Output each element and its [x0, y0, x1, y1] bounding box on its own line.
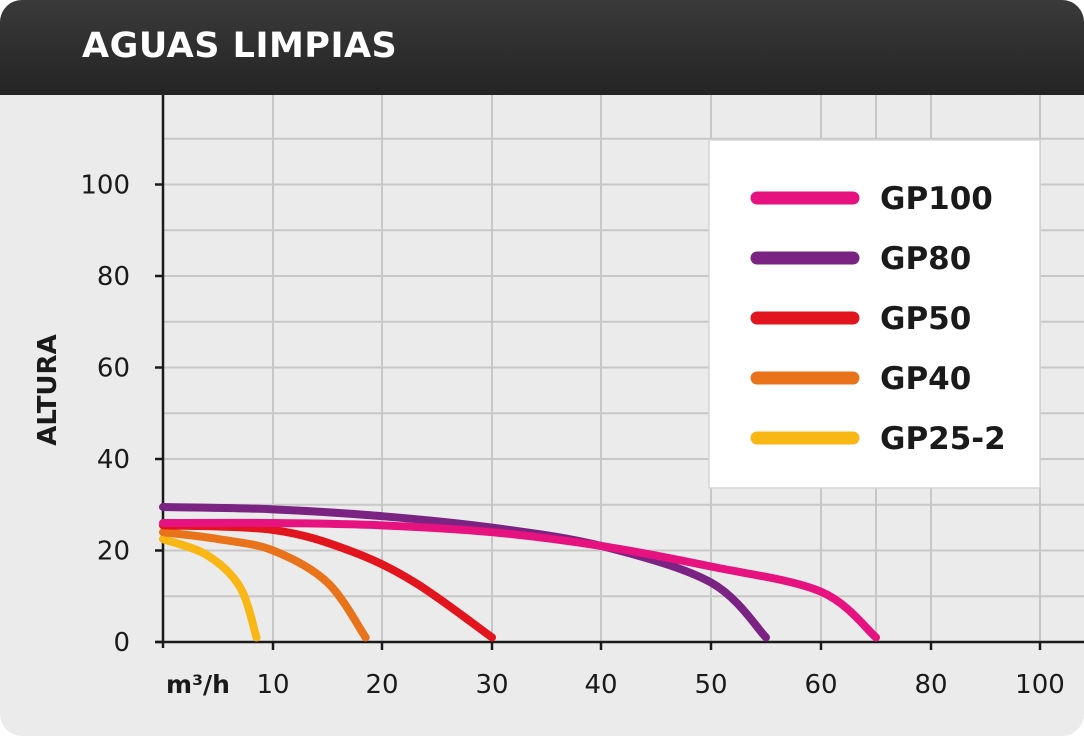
y-tick-labels: 0 20 40 60 80 100: [80, 171, 163, 658]
x-axis-unit: m³/h: [166, 670, 230, 699]
legend-label-gp40: GP40: [880, 361, 971, 397]
legend-label-gp50: GP50: [880, 301, 971, 337]
y-axis-label: ALTURA: [33, 334, 63, 445]
y-tick-label: 40: [97, 445, 130, 475]
legend: GP100 GP80 GP50 GP40 GP25-2: [708, 139, 1041, 489]
y-tick-label: 0: [113, 628, 130, 658]
curves: [159, 503, 880, 642]
y-tick-label: 20: [97, 537, 130, 567]
series-line-gp40: [159, 528, 370, 642]
series-line-gp25-2: [159, 535, 261, 642]
legend-label-gp25-2: GP25-2: [880, 421, 1006, 457]
legend-label-gp100: GP100: [880, 181, 993, 217]
legend-label-gp80: GP80: [880, 241, 971, 277]
x-tick-labels: 10 20 30 40 50 60 80 100: [256, 642, 1065, 700]
x-tick-label: 60: [804, 670, 837, 700]
x-tick-label: 50: [694, 670, 727, 700]
series-line-gp100: [159, 518, 880, 642]
series-line-gp80: [159, 503, 770, 642]
chart-title: AGUAS LIMPIAS: [82, 26, 398, 66]
y-tick-label: 80: [97, 262, 130, 292]
y-tick-label: 60: [97, 354, 130, 384]
x-tick-label: 100: [1015, 670, 1065, 700]
y-tick-label: 100: [80, 171, 130, 201]
x-tick-label: 40: [584, 670, 617, 700]
chart-header: AGUAS LIMPIAS: [0, 0, 1084, 95]
axes: [156, 95, 1084, 648]
x-tick-label: 80: [914, 670, 947, 700]
x-tick-label: 10: [256, 670, 289, 700]
x-tick-label: 30: [475, 670, 508, 700]
x-tick-label: 20: [365, 670, 398, 700]
